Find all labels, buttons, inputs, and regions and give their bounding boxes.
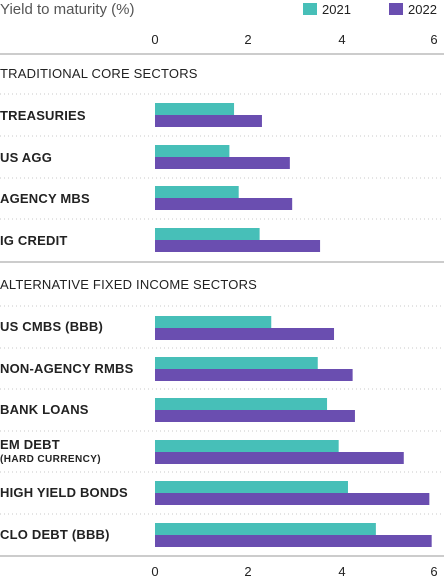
top-tick-6: 6: [430, 32, 437, 47]
bar-agency-mbs-2021: [155, 186, 239, 198]
category-bank-loans: BANK LOANS: [0, 388, 444, 417]
bar-bank-loans-2022: [155, 410, 355, 422]
category-label: TREASURIES: [0, 108, 86, 123]
bar-non-agency-rmbs-2021: [155, 357, 318, 369]
category-label: AGENCY MBS: [0, 191, 90, 206]
category-label: US CMBS (BBB): [0, 319, 103, 334]
bar-em-debt-2022: [155, 452, 404, 464]
bar-ig-credit-2021: [155, 228, 260, 240]
category-ig-credit: IG CREDIT: [0, 218, 444, 248]
legend-label-2022: 2022: [408, 2, 437, 17]
bars: [155, 103, 432, 547]
category-sublabel: (HARD CURRENCY): [0, 454, 101, 465]
category-label: HIGH YIELD BONDS: [0, 485, 128, 500]
bar-non-agency-rmbs-2022: [155, 369, 353, 381]
chart-title: Yield to maturity (%): [0, 1, 134, 18]
legend-swatch-2021: [303, 3, 317, 15]
legend: 2021 2022: [303, 2, 437, 17]
bar-us-agg-2021: [155, 145, 230, 157]
top-tick-0: 0: [151, 32, 158, 47]
bar-ig-credit-2022: [155, 240, 321, 252]
bar-high-yield-bonds-2022: [155, 493, 430, 505]
bar-us-cmbs-bbb-2022: [155, 328, 335, 340]
bar-high-yield-bonds-2021: [155, 481, 348, 493]
category-label: US AGG: [0, 150, 52, 165]
bottom-tick-2: 2: [244, 564, 251, 579]
bar-treasuries-2021: [155, 103, 235, 115]
bar-treasuries-2022: [155, 115, 262, 127]
bar-clo-debt-bbb-2022: [155, 535, 432, 547]
bottom-tick-4: 4: [338, 564, 345, 579]
category-non-agency-rmbs: NON-AGENCY RMBS: [0, 347, 444, 376]
bottom-axis: 0 2 4 6: [0, 555, 444, 579]
bar-clo-debt-bbb-2021: [155, 523, 376, 535]
category-label: IG CREDIT: [0, 233, 68, 248]
bar-em-debt-2021: [155, 440, 339, 452]
bar-agency-mbs-2022: [155, 198, 293, 210]
category-high-yield-bonds: HIGH YIELD BONDS: [0, 471, 444, 500]
category-treasuries: TREASURIES: [0, 93, 444, 123]
bar-us-agg-2022: [155, 157, 290, 169]
section-label-traditional: TRADITIONAL CORE SECTORS: [0, 66, 198, 81]
category-em-debt: EM DEBT (HARD CURRENCY): [0, 430, 444, 465]
category-label: NON-AGENCY RMBS: [0, 361, 134, 376]
top-tick-4: 4: [338, 32, 345, 47]
category-agency-mbs: AGENCY MBS: [0, 177, 444, 206]
category-us-cmbs: US CMBS (BBB): [0, 305, 444, 334]
category-clo-debt: CLO DEBT (BBB): [0, 513, 444, 542]
bar-us-cmbs-bbb-2021: [155, 316, 272, 328]
section-label-alternative: ALTERNATIVE FIXED INCOME SECTORS: [0, 277, 257, 292]
category-us-agg: US AGG: [0, 135, 444, 165]
bar-bank-loans-2021: [155, 398, 328, 410]
top-axis: 0 2 4 6: [0, 32, 444, 55]
category-label: BANK LOANS: [0, 402, 89, 417]
bottom-tick-0: 0: [151, 564, 158, 579]
legend-swatch-2022: [389, 3, 403, 15]
category-label: CLO DEBT (BBB): [0, 527, 110, 542]
top-tick-2: 2: [244, 32, 251, 47]
bottom-tick-6: 6: [430, 564, 437, 579]
legend-label-2021: 2021: [322, 2, 351, 17]
category-label: EM DEBT: [0, 437, 60, 452]
